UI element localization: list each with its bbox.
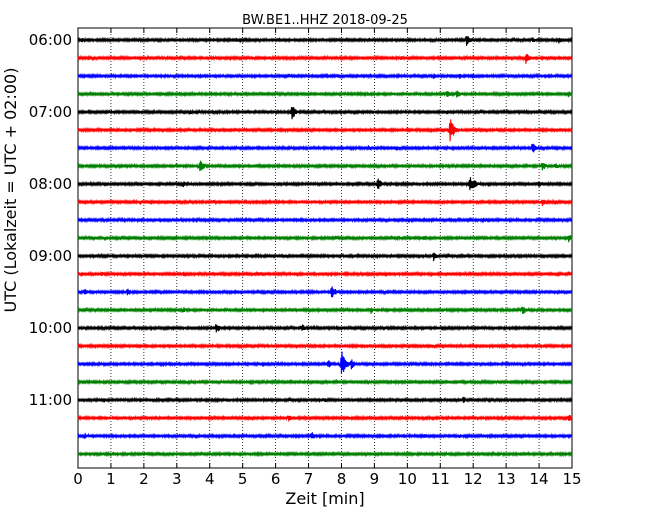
- x-tick-label: 9: [370, 470, 380, 488]
- trace-line: [77, 306, 573, 314]
- x-tick-label: 13: [497, 470, 516, 488]
- x-tick-label: 12: [464, 470, 483, 488]
- trace-line: [77, 90, 573, 98]
- trace-line: [77, 270, 573, 278]
- x-tick-label: 8: [337, 470, 347, 488]
- trace-line: [77, 378, 573, 386]
- x-tick-label: 0: [73, 470, 83, 488]
- y-tick-label: 07:00: [29, 103, 72, 121]
- chart-title: BW.BE1..HHZ 2018-09-25: [242, 13, 408, 28]
- trace-group: [77, 36, 573, 458]
- trace-line: [77, 396, 573, 404]
- trace-line: [77, 160, 573, 172]
- x-tick-label: 4: [205, 470, 215, 488]
- trace-line: [77, 252, 573, 261]
- plot-frame: [77, 27, 573, 469]
- x-tick-label: 2: [139, 470, 149, 488]
- trace-line: [77, 234, 573, 243]
- trace-line: [77, 351, 573, 374]
- x-tick-label: 6: [271, 470, 281, 488]
- y-tick-label: 09:00: [29, 247, 72, 265]
- x-tick-label: 7: [304, 470, 314, 488]
- x-tick-label: 11: [431, 470, 450, 488]
- trace-line: [77, 198, 573, 207]
- y-tick-label: 08:00: [29, 175, 72, 193]
- trace-line: [77, 414, 573, 422]
- x-axis-ticks: 0 1 2 3 4 5 6 7 8 9 10 11 12 13 14 15: [73, 28, 582, 488]
- trace-line: [77, 177, 573, 191]
- trace-line: [77, 342, 573, 350]
- grid-lines: [110, 28, 540, 468]
- trace-line: [77, 143, 573, 153]
- trace-line: [77, 72, 573, 80]
- trace-line: [77, 216, 573, 224]
- x-axis-label: Zeit [min]: [285, 489, 364, 508]
- x-tick-label: 10: [398, 470, 417, 488]
- y-axis-ticks: 06:00 07:00 08:00 09:00 10:00 11:00: [29, 31, 572, 409]
- x-tick-label: 3: [172, 470, 182, 488]
- y-axis-label: UTC (Lokalzeit = UTC + 02:00): [1, 68, 20, 313]
- x-tick-label: 14: [530, 470, 549, 488]
- trace-line: [77, 324, 573, 333]
- trace-line: [77, 36, 573, 46]
- trace-line: [77, 286, 573, 298]
- trace-line: [77, 450, 573, 458]
- x-tick-label: 1: [106, 470, 116, 488]
- trace-line: [77, 432, 573, 440]
- y-tick-label: 06:00: [29, 31, 72, 49]
- trace-line: [77, 107, 573, 120]
- y-tick-label: 10:00: [29, 319, 72, 337]
- y-tick-label: 11:00: [29, 391, 72, 409]
- x-tick-label: 5: [238, 470, 248, 488]
- trace-line: [77, 119, 573, 142]
- trace-line: [77, 54, 573, 64]
- x-tick-label: 15: [562, 470, 581, 488]
